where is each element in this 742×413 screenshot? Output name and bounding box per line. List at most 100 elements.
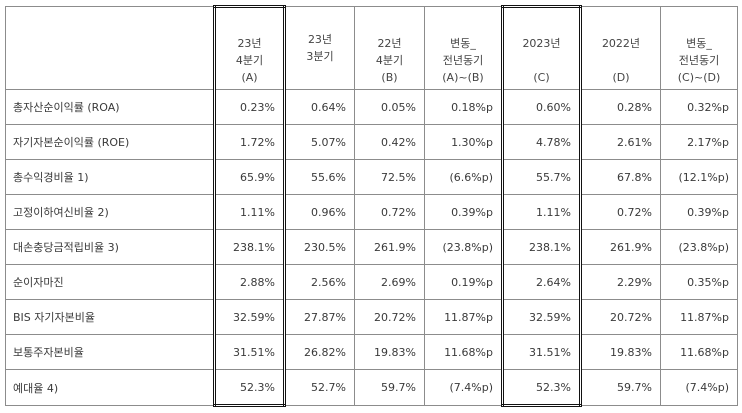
header-line: 변동_ <box>686 37 712 50</box>
row-label: 예대율 4) <box>5 369 215 406</box>
value-cell: 0.64% <box>284 89 355 125</box>
value-cell: 52.7% <box>284 369 355 406</box>
header-corner-cell <box>5 6 215 90</box>
value-cell: 1.72% <box>213 124 286 160</box>
value-cell: 11.87%p <box>660 299 738 335</box>
value-cell: 0.05% <box>354 89 425 125</box>
value-cell: (7.4%p) <box>660 369 738 406</box>
header-line: (A)~(B) <box>442 71 484 84</box>
value-cell: 0.35%p <box>660 264 738 300</box>
header-line: 3분기 <box>306 50 334 63</box>
value-cell: 31.51% <box>213 334 286 370</box>
row-label: 자기자본순이익률 (ROE) <box>5 124 215 160</box>
header-change-year: 변동_ 전년동기 (C)~(D) <box>660 6 738 90</box>
table-row: 총자산순이익률 (ROA) 0.23% 0.64% 0.05% 0.18%p 0.60% 0… <box>5 89 738 125</box>
row-label: 고정이하여신비율 2) <box>5 194 215 230</box>
value-cell: 11.68%p <box>424 334 503 370</box>
table-row: 총수익경비율 1) 65.9% 55.6% 72.5% (6.6%p) 55.7% 67.8… <box>5 159 738 195</box>
financial-ratios-table-container: 23년 4분기 (A) 23년 3분기 22년 4분기 (B) 변동_ 전년동기… <box>5 5 738 407</box>
header-line: (D) <box>612 71 630 84</box>
header-line: (B) <box>381 71 398 84</box>
header-line: (A) <box>241 71 258 84</box>
value-cell: 20.72% <box>354 299 425 335</box>
value-cell: 1.11% <box>501 194 582 230</box>
table-row: 예대율 4) 52.3% 52.7% 59.7% (7.4%p) 52.3% 59.7% (7… <box>5 369 738 407</box>
value-cell: 0.72% <box>580 194 661 230</box>
value-cell: 11.87%p <box>424 299 503 335</box>
value-cell: 238.1% <box>501 229 582 265</box>
value-cell: 5.07% <box>284 124 355 160</box>
financial-ratios-table: 23년 4분기 (A) 23년 3분기 22년 4분기 (B) 변동_ 전년동기… <box>5 5 738 407</box>
value-cell: 2.69% <box>354 264 425 300</box>
header-line: 22년 <box>377 37 402 50</box>
value-cell: 0.96% <box>284 194 355 230</box>
header-line: 4분기 <box>375 54 404 67</box>
table-row: 순이자마진 2.88% 2.56% 2.69% 0.19%p 2.64% 2.29% 0.35… <box>5 264 738 300</box>
value-cell: 0.28% <box>580 89 661 125</box>
header-line: 2023년 <box>522 37 561 50</box>
header-2023: 2023년 (C) <box>501 5 582 90</box>
value-cell: 2.61% <box>580 124 661 160</box>
table-row: 자기자본순이익률 (ROE) 1.72% 5.07% 0.42% 1.30%p 4.78%… <box>5 124 738 160</box>
table-body: 총자산순이익률 (ROA) 0.23% 0.64% 0.05% 0.18%p 0.60% 0… <box>5 89 738 407</box>
value-cell: 238.1% <box>213 229 286 265</box>
value-cell: 2.88% <box>213 264 286 300</box>
value-cell: 20.72% <box>580 299 661 335</box>
row-label: 순이자마진 <box>5 264 215 300</box>
header-2022: 2022년 (D) <box>580 6 661 90</box>
row-label: 보통주자본비율 <box>5 334 215 370</box>
value-cell: 0.32%p <box>660 89 738 125</box>
value-cell: (23.8%p) <box>424 229 503 265</box>
value-cell: 72.5% <box>354 159 425 195</box>
value-cell: (7.4%p) <box>424 369 503 406</box>
value-cell: 2.64% <box>501 264 582 300</box>
value-cell: 59.7% <box>354 369 425 406</box>
value-cell: 2.56% <box>284 264 355 300</box>
value-cell: 27.87% <box>284 299 355 335</box>
value-cell: 32.59% <box>501 299 582 335</box>
value-cell: 0.39%p <box>660 194 738 230</box>
value-cell: 26.82% <box>284 334 355 370</box>
value-cell: 19.83% <box>580 334 661 370</box>
header-line: (C) <box>533 71 550 84</box>
value-cell: (6.6%p) <box>424 159 503 195</box>
value-cell: 0.19%p <box>424 264 503 300</box>
value-cell: 52.3% <box>213 369 286 407</box>
value-cell: 65.9% <box>213 159 286 195</box>
header-line: 변동_ <box>450 37 476 50</box>
value-cell: 0.18%p <box>424 89 503 125</box>
value-cell: 32.59% <box>213 299 286 335</box>
value-cell: (12.1%p) <box>660 159 738 195</box>
value-cell: 55.7% <box>501 159 582 195</box>
header-line: 23년 <box>237 37 262 50</box>
row-label: 총수익경비율 1) <box>5 159 215 195</box>
value-cell: 1.30%p <box>424 124 503 160</box>
value-cell: 1.11% <box>213 194 286 230</box>
value-cell: 4.78% <box>501 124 582 160</box>
row-label: 대손충당금적립비율 3) <box>5 229 215 265</box>
value-cell: 59.7% <box>580 369 661 406</box>
row-label: BIS 자기자본비율 <box>5 299 215 335</box>
value-cell: 2.17%p <box>660 124 738 160</box>
header-line: 4분기 <box>235 54 264 67</box>
value-cell: 52.3% <box>501 369 582 407</box>
table-row: 보통주자본비율 31.51% 26.82% 19.83% 11.68%p 31.51% 19… <box>5 334 738 370</box>
table-row: BIS 자기자본비율 32.59% 27.87% 20.72% 11.87%p 32.59… <box>5 299 738 335</box>
header-22-q4: 22년 4분기 (B) <box>354 6 425 90</box>
header-line: 23년 <box>307 33 333 46</box>
value-cell: 11.68%p <box>660 334 738 370</box>
value-cell: 261.9% <box>354 229 425 265</box>
header-line: 전년동기 <box>442 54 484 67</box>
value-cell: 0.23% <box>213 89 286 125</box>
header-line: 전년동기 <box>678 54 720 67</box>
value-cell: 230.5% <box>284 229 355 265</box>
value-cell: (23.8%p) <box>660 229 738 265</box>
header-line <box>504 52 579 69</box>
table-row: 고정이하여신비율 2) 1.11% 0.96% 0.72% 0.39%p 1.11% 0.7… <box>5 194 738 230</box>
header-line <box>582 52 660 69</box>
value-cell: 0.60% <box>501 89 582 125</box>
value-cell: 31.51% <box>501 334 582 370</box>
table-row: 대손충당금적립비율 3) 238.1% 230.5% 261.9% (23.8%p) 23… <box>5 229 738 265</box>
value-cell: 55.6% <box>284 159 355 195</box>
header-line: (C)~(D) <box>677 71 721 84</box>
